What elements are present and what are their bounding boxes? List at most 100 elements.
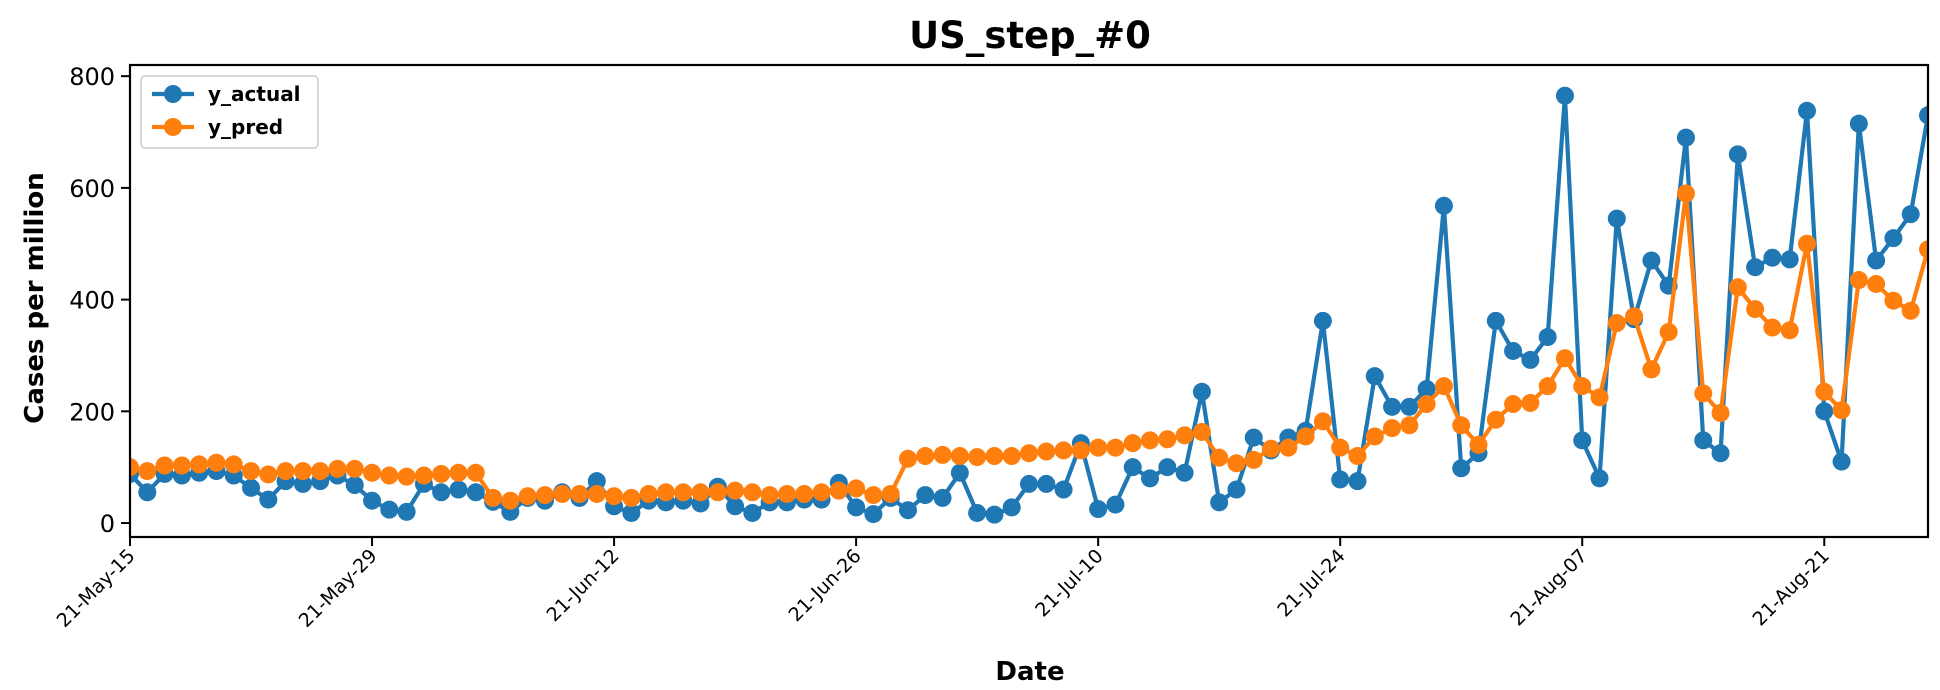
- data-point-y_pred: [1538, 377, 1557, 396]
- data-point-y_actual: [1348, 472, 1367, 491]
- data-point-y_actual: [1573, 431, 1592, 450]
- data-point-y_pred: [501, 491, 520, 510]
- x-tick-label: 21-May-15: [53, 545, 140, 632]
- data-point-y_actual: [898, 501, 917, 520]
- data-point-y_pred: [432, 464, 451, 483]
- data-point-y_pred: [1002, 447, 1021, 466]
- data-point-y_pred: [1694, 384, 1713, 403]
- data-point-y_pred: [1832, 401, 1851, 420]
- data-point-y_pred: [1037, 442, 1056, 461]
- data-point-y_pred: [1676, 184, 1695, 203]
- data-point-y_pred: [1867, 274, 1886, 293]
- y-tick-label: 200: [69, 398, 115, 426]
- data-point-y_pred: [795, 484, 814, 503]
- data-point-y_pred: [1071, 441, 1090, 460]
- data-point-y_pred: [1728, 278, 1747, 297]
- data-point-y_pred: [1383, 419, 1402, 438]
- data-point-y_pred: [1279, 438, 1298, 457]
- data-point-y_pred: [190, 455, 209, 474]
- data-point-y_pred: [1175, 426, 1194, 445]
- legend: y_actual y_pred: [140, 75, 319, 149]
- data-point-y_pred: [1746, 300, 1765, 319]
- data-point-y_actual: [1867, 251, 1886, 270]
- data-point-y_actual: [985, 505, 1004, 524]
- data-point-y_pred: [985, 447, 1004, 466]
- data-point-y_actual: [466, 483, 485, 502]
- data-point-y_actual: [933, 488, 952, 507]
- data-point-y_pred: [1625, 307, 1644, 326]
- data-point-y_actual: [1676, 128, 1695, 147]
- data-point-y_pred: [1313, 412, 1332, 431]
- data-point-y_pred: [1192, 422, 1211, 441]
- y-tick-label: 400: [69, 287, 115, 315]
- data-point-y_pred: [535, 486, 554, 505]
- data-point-y_actual: [1244, 428, 1263, 447]
- data-point-y_actual: [1884, 229, 1903, 248]
- data-point-y_pred: [656, 483, 675, 502]
- data-point-y_pred: [345, 459, 364, 478]
- data-point-y_pred: [587, 484, 606, 503]
- data-point-y_pred: [484, 488, 503, 507]
- data-point-y_actual: [1607, 209, 1626, 228]
- data-point-y_pred: [155, 456, 174, 475]
- data-point-y_pred: [1262, 439, 1281, 458]
- data-point-y_actual: [1642, 251, 1661, 270]
- x-tick-label: 21-May-29: [295, 545, 382, 632]
- data-point-y_actual: [743, 503, 762, 522]
- data-point-y_actual: [1313, 311, 1332, 330]
- data-point-y_pred: [1331, 438, 1350, 457]
- data-point-y_actual: [1538, 328, 1557, 347]
- data-point-y_pred: [311, 462, 330, 481]
- data-point-y_actual: [1486, 311, 1505, 330]
- data-point-y_actual: [432, 483, 451, 502]
- data-point-y_actual: [1590, 469, 1609, 488]
- data-point-y_pred: [1573, 377, 1592, 396]
- data-point-y_pred: [1797, 234, 1816, 253]
- data-point-y_pred: [881, 484, 900, 503]
- data-point-y_pred: [1590, 388, 1609, 407]
- plot-frame: [128, 63, 1930, 539]
- data-point-y_pred: [1348, 447, 1367, 466]
- data-point-y_actual: [726, 497, 745, 516]
- data-point-y_actual: [1106, 495, 1125, 514]
- data-point-y_pred: [1607, 314, 1626, 333]
- data-point-y_pred: [1711, 404, 1730, 422]
- data-point-y_pred: [726, 481, 745, 500]
- data-point-y_actual: [1020, 474, 1038, 493]
- data-point-y_actual: [1227, 480, 1246, 499]
- data-point-y_actual: [1417, 379, 1436, 398]
- data-point-y_actual: [363, 491, 382, 510]
- data-point-y_pred: [933, 445, 952, 464]
- data-point-y_pred: [847, 479, 866, 498]
- data-point-y_actual: [1037, 474, 1056, 493]
- data-point-y_pred: [328, 459, 347, 478]
- legend-label-y_pred: y_pred: [208, 115, 283, 139]
- data-point-y_actual: [1797, 101, 1816, 120]
- data-point-y_pred: [363, 463, 382, 482]
- data-point-y_pred: [380, 466, 399, 485]
- data-point-y_pred: [1504, 395, 1523, 414]
- data-point-y_actual: [1555, 86, 1574, 105]
- data-point-y_actual: [1002, 498, 1021, 517]
- data-point-y_actual: [1210, 493, 1229, 512]
- data-point-y_actual: [587, 472, 606, 491]
- data-point-y_pred: [1417, 395, 1436, 414]
- data-point-y_actual: [1763, 248, 1782, 267]
- y-tick-label: 0: [100, 510, 115, 538]
- data-point-y_actual: [1400, 397, 1419, 416]
- data-point-y_actual: [242, 478, 261, 497]
- data-point-y_actual: [1849, 114, 1868, 133]
- data-point-y_pred: [293, 462, 312, 481]
- data-point-y_actual: [1054, 480, 1073, 499]
- data-point-y_pred: [1141, 431, 1160, 450]
- data-point-y_actual: [1141, 469, 1160, 488]
- data-point-y_actual: [1711, 444, 1730, 463]
- data-point-y_actual: [1192, 382, 1211, 401]
- data-point-y_actual: [1521, 350, 1540, 369]
- data-point-y_pred: [242, 462, 261, 481]
- data-point-y_pred: [691, 483, 710, 502]
- data-point-y_pred: [898, 449, 917, 468]
- data-point-y_pred: [449, 463, 468, 482]
- data-point-y_actual: [138, 483, 157, 502]
